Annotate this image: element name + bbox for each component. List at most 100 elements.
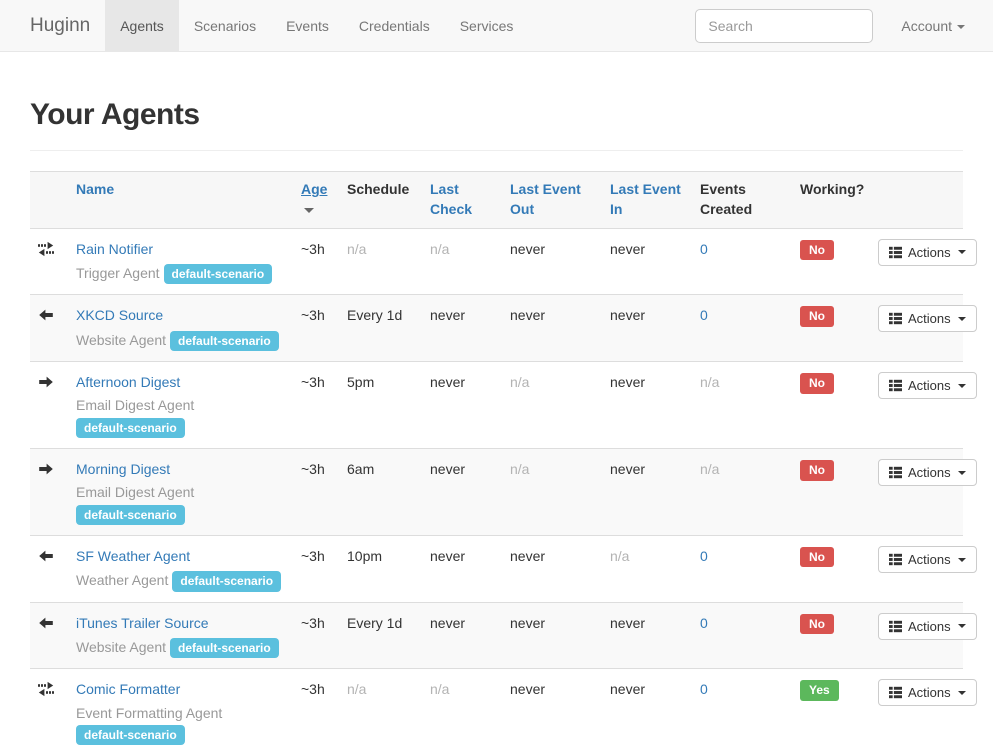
schedule-cell: 6am xyxy=(339,449,422,536)
table-row: XKCD SourceWebsite Agentdefault-scenario… xyxy=(30,295,963,362)
agent-name-cell: Rain Notifier Trigger Agentdefault-scenar… xyxy=(68,228,293,295)
table-row: Rain Notifier Trigger Agentdefault-scenar… xyxy=(30,228,963,295)
agent-name-link[interactable]: Afternoon Digest xyxy=(76,374,180,390)
schedule-value: 10pm xyxy=(347,548,382,564)
age-cell: ~3h xyxy=(293,536,339,603)
scenario-badge[interactable]: default-scenario xyxy=(76,505,185,525)
scenario-badge[interactable]: default-scenario xyxy=(170,638,279,658)
arrow-left-icon xyxy=(38,615,54,631)
events-count-link[interactable]: 0 xyxy=(700,681,708,697)
age-value: ~3h xyxy=(301,241,325,257)
arrow-left-icon xyxy=(38,307,54,323)
agent-type-label: Event Formatting Agent xyxy=(76,705,222,721)
actions-button[interactable]: Actions xyxy=(878,459,977,486)
actions-button-label: Actions xyxy=(908,685,951,700)
chevron-down-icon xyxy=(958,384,966,388)
scenario-badge[interactable]: default-scenario xyxy=(172,571,281,591)
schedule-cell: Every 1d xyxy=(339,295,422,362)
actions-button[interactable]: Actions xyxy=(878,679,977,706)
nav-item-agents[interactable]: Agents xyxy=(105,0,179,51)
scenario-badge[interactable]: default-scenario xyxy=(76,418,185,438)
nav-item-scenarios[interactable]: Scenarios xyxy=(179,0,271,51)
agent-name-link[interactable]: Rain Notifier xyxy=(76,241,153,257)
flow-direction-cell xyxy=(30,362,68,449)
list-icon xyxy=(889,620,902,633)
nav-item-events[interactable]: Events xyxy=(271,0,344,51)
agent-name-link[interactable]: SF Weather Agent xyxy=(76,548,190,564)
col-header-last-event-in[interactable]: Last Event In xyxy=(602,172,692,229)
last-event-in-value: never xyxy=(610,307,645,323)
age-value: ~3h xyxy=(301,374,325,390)
agent-name-cell: Afternoon Digest Email Digest Agent defaul… xyxy=(68,362,293,449)
events-count-link[interactable]: 0 xyxy=(700,307,708,323)
actions-cell: Actions xyxy=(870,536,963,603)
actions-cell: Actions xyxy=(870,602,963,669)
age-value: ~3h xyxy=(301,615,325,631)
brand-link[interactable]: Huginn xyxy=(0,0,105,51)
events-count-link[interactable]: 0 xyxy=(700,615,708,631)
table-row: iTunes Trailer SourceWebsite Agentdefaul… xyxy=(30,602,963,669)
events-count-value: n/a xyxy=(700,461,719,477)
actions-button[interactable]: Actions xyxy=(878,239,977,266)
nav-item-services[interactable]: Services xyxy=(445,0,529,51)
flow-direction-cell xyxy=(30,228,68,295)
col-header-name[interactable]: Name xyxy=(68,172,293,229)
col-header-label: Working? xyxy=(800,181,864,197)
col-header-last-event-out[interactable]: Last Event Out xyxy=(502,172,602,229)
working-cell: No xyxy=(792,602,870,669)
actions-button[interactable]: Actions xyxy=(878,305,977,332)
working-cell: No xyxy=(792,362,870,449)
events-created-cell: 0 xyxy=(692,228,792,295)
actions-button[interactable]: Actions xyxy=(878,372,977,399)
agent-name-link[interactable]: Comic Formatter xyxy=(76,681,180,697)
divider xyxy=(30,150,963,151)
agent-name-link[interactable]: Morning Digest xyxy=(76,461,170,477)
age-value: ~3h xyxy=(301,461,325,477)
actions-button[interactable]: Actions xyxy=(878,546,977,573)
agent-subtitle: Event Formatting Agent default-scenario xyxy=(76,703,285,746)
schedule-cell: Every 1d xyxy=(339,602,422,669)
working-cell: No xyxy=(792,228,870,295)
sort-desc-icon xyxy=(304,208,314,213)
events-count-link[interactable]: 0 xyxy=(700,241,708,257)
arrow-left-icon xyxy=(38,548,54,564)
working-status-badge: No xyxy=(800,614,834,634)
agent-type-label: Trigger Agent xyxy=(76,265,160,281)
col-header-age[interactable]: Age xyxy=(293,172,339,229)
last-check-cell: never xyxy=(422,295,502,362)
actions-button[interactable]: Actions xyxy=(878,613,977,640)
last-check-cell: n/a xyxy=(422,669,502,755)
last-event-in-value: never xyxy=(610,615,645,631)
chevron-down-icon xyxy=(958,624,966,628)
events-count-link[interactable]: 0 xyxy=(700,548,708,564)
col-header-label: Last Check xyxy=(430,181,472,217)
account-menu[interactable]: Account xyxy=(901,18,965,34)
agent-name-link[interactable]: iTunes Trailer Source xyxy=(76,615,209,631)
chevron-down-icon xyxy=(958,558,966,562)
working-cell: No xyxy=(792,295,870,362)
scenario-badge[interactable]: default-scenario xyxy=(76,725,185,745)
events-created-cell: n/a xyxy=(692,449,792,536)
last-check-cell: never xyxy=(422,602,502,669)
list-icon xyxy=(889,312,902,325)
agent-subtitle: Weather Agentdefault-scenario xyxy=(76,569,285,591)
agent-type-label: Email Digest Agent xyxy=(76,397,194,413)
last-check-cell: never xyxy=(422,362,502,449)
scenario-badge[interactable]: default-scenario xyxy=(170,331,279,351)
chevron-down-icon xyxy=(958,250,966,254)
scenario-badge[interactable]: default-scenario xyxy=(164,264,273,284)
col-header-label: Age xyxy=(301,181,327,197)
last-event-out-value: never xyxy=(510,548,545,564)
nav-item-credentials[interactable]: Credentials xyxy=(344,0,445,51)
last-check-value: never xyxy=(430,374,465,390)
last-check-cell: never xyxy=(422,536,502,603)
col-header-last-check[interactable]: Last Check xyxy=(422,172,502,229)
chevron-down-icon xyxy=(958,691,966,695)
schedule-cell: 5pm xyxy=(339,362,422,449)
agent-name-link[interactable]: XKCD Source xyxy=(76,307,163,323)
last-event-out-value: n/a xyxy=(510,374,529,390)
actions-button-label: Actions xyxy=(908,245,951,260)
col-header-working: Working? xyxy=(792,172,870,229)
search-input[interactable] xyxy=(695,9,873,43)
last-event-in-cell: n/a xyxy=(602,536,692,603)
